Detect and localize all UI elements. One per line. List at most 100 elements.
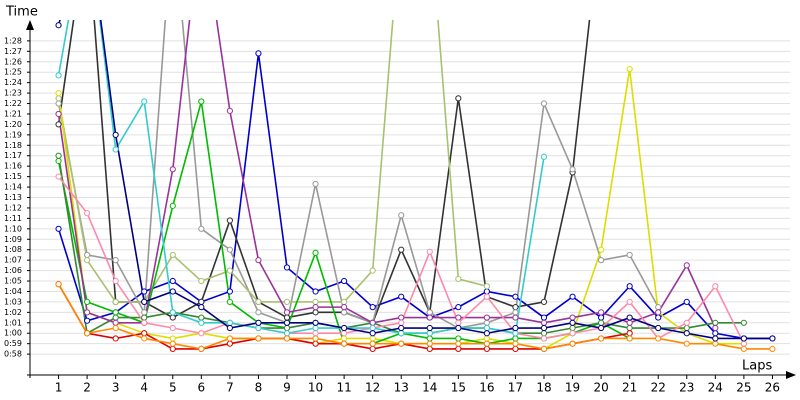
point: [141, 314, 148, 321]
x-tick-label: 22: [651, 381, 666, 395]
point: [55, 72, 62, 79]
point: [198, 330, 205, 337]
point: [426, 330, 433, 337]
x-tick-label: 26: [765, 381, 780, 395]
y-tick-label: 1:26: [4, 57, 22, 66]
point: [283, 298, 291, 306]
x-tick-label: 13: [394, 381, 409, 395]
point: [626, 335, 633, 342]
point: [255, 298, 262, 306]
point: [626, 283, 633, 290]
y-axis-title: Time: [5, 5, 38, 20]
point: [569, 314, 576, 321]
x-tick-label: 8: [255, 381, 263, 395]
point: [169, 309, 176, 316]
series-line: [57, 283, 773, 350]
point: [112, 146, 119, 153]
point: [540, 319, 548, 326]
point: [341, 277, 348, 285]
point: [55, 89, 62, 97]
point: [569, 324, 576, 332]
point: [112, 298, 119, 306]
x-tick-label: 16: [479, 381, 494, 395]
point: [283, 330, 291, 337]
point: [598, 314, 605, 321]
point: [426, 314, 433, 321]
x-tick-label: 12: [365, 381, 380, 395]
point: [312, 309, 319, 316]
y-tick-label: 1:27: [4, 47, 22, 56]
y-tick-label: 1:16: [4, 162, 22, 171]
point: [255, 257, 262, 264]
point: [369, 267, 376, 274]
series-line: [57, 20, 488, 303]
point: [512, 335, 519, 342]
point: [283, 319, 291, 326]
point: [626, 314, 633, 321]
x-tick-label: 1: [55, 381, 63, 395]
point: [455, 304, 462, 311]
y-tick-label: 1:02: [4, 308, 22, 317]
point: [169, 277, 176, 285]
point: [198, 277, 205, 285]
point: [341, 324, 348, 332]
point: [112, 319, 119, 326]
point: [455, 345, 462, 352]
y-tick-label: 1:28: [4, 36, 22, 45]
point: [226, 340, 233, 347]
point: [483, 288, 490, 295]
x-tick-label: 4: [140, 381, 148, 395]
point: [198, 225, 205, 232]
point: [312, 298, 319, 306]
point: [169, 166, 176, 173]
point: [312, 304, 319, 311]
x-tick-label: 7: [226, 381, 234, 395]
point: [683, 298, 690, 306]
series-line: [57, 68, 744, 350]
point: [226, 298, 233, 306]
y-tick-label: 1:08: [4, 245, 22, 254]
point: [312, 319, 319, 326]
point: [426, 335, 433, 342]
point: [655, 335, 662, 342]
point: [598, 335, 605, 342]
point: [769, 335, 776, 342]
point: [540, 100, 548, 107]
point: [455, 275, 462, 283]
point: [540, 330, 548, 337]
point: [198, 98, 205, 105]
point: [226, 107, 233, 114]
point: [398, 319, 405, 326]
point: [712, 283, 719, 290]
x-tick-label: 18: [536, 381, 551, 395]
point: [169, 335, 176, 342]
point: [226, 267, 233, 274]
point: [312, 324, 319, 332]
point: [426, 345, 433, 352]
point: [55, 157, 62, 165]
point: [483, 335, 490, 342]
point: [540, 153, 548, 160]
x-tick-label: 11: [336, 381, 351, 395]
y-tick-label: 1:14: [4, 183, 22, 192]
y-tick-label: 1:09: [4, 235, 22, 244]
point: [626, 330, 633, 337]
x-tick-label: 10: [308, 381, 323, 395]
y-tick-label: 1:17: [4, 151, 22, 160]
point: [455, 335, 462, 342]
point: [226, 335, 233, 342]
point: [483, 319, 490, 326]
point: [141, 288, 148, 295]
point: [283, 335, 291, 342]
point: [312, 180, 319, 188]
series-line: [57, 20, 717, 329]
point: [512, 330, 519, 337]
point: [84, 309, 91, 316]
point: [312, 335, 319, 342]
point: [55, 100, 62, 107]
point: [540, 345, 548, 352]
point: [112, 277, 119, 285]
point: [483, 345, 490, 352]
point: [169, 288, 176, 295]
point: [341, 304, 348, 311]
